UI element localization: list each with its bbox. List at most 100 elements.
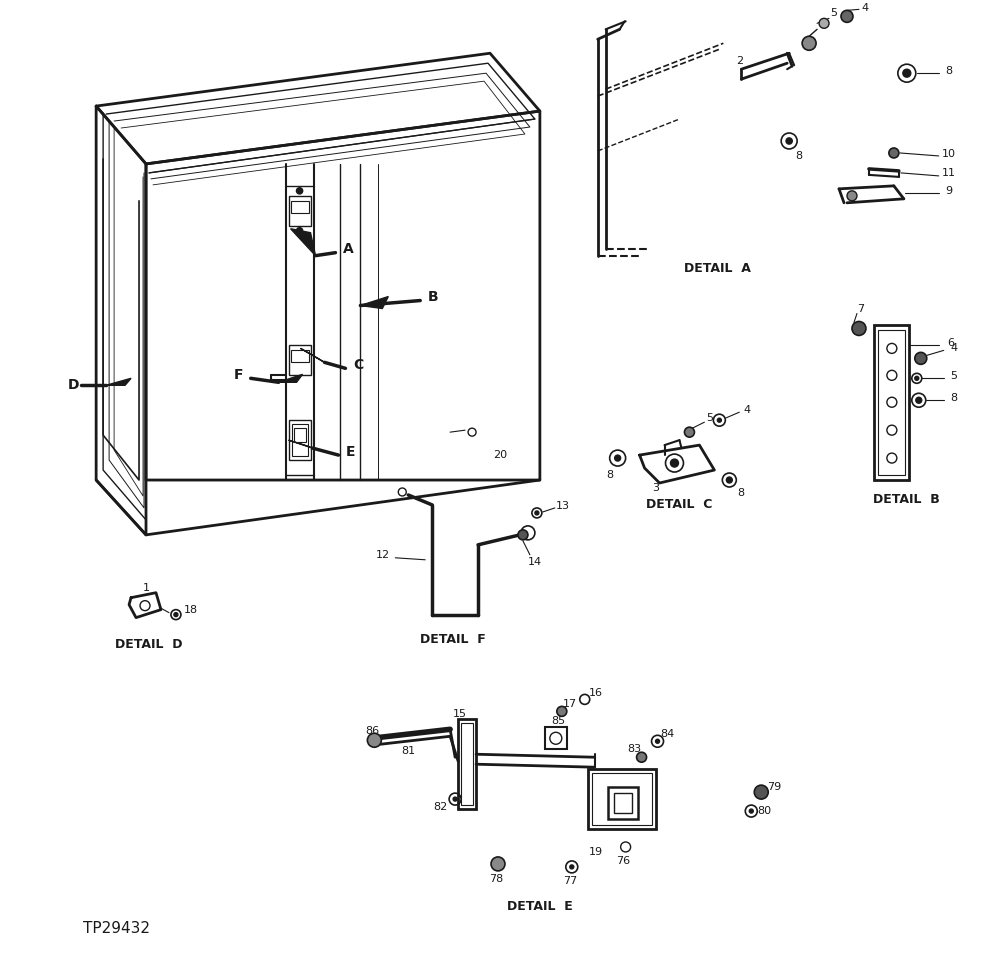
Text: D: D [67, 379, 79, 392]
Text: 78: 78 [489, 874, 503, 884]
Text: 13: 13 [556, 501, 569, 511]
Circle shape [915, 377, 919, 381]
Circle shape [717, 419, 721, 422]
Text: 8: 8 [950, 393, 957, 403]
Circle shape [915, 352, 927, 364]
Circle shape [518, 530, 528, 540]
Text: DETAIL  A: DETAIL A [683, 262, 751, 275]
Circle shape [819, 18, 829, 28]
Circle shape [174, 613, 178, 617]
Text: 8: 8 [606, 470, 613, 480]
Bar [289, 420, 310, 460]
Circle shape [656, 739, 660, 743]
Polygon shape [106, 379, 131, 385]
Circle shape [615, 455, 621, 461]
Bar [289, 196, 310, 225]
Text: 9: 9 [945, 185, 952, 196]
Text: 1: 1 [143, 583, 150, 592]
Text: 8: 8 [945, 66, 952, 76]
Text: 4: 4 [744, 405, 751, 416]
Circle shape [491, 857, 505, 871]
Text: 5: 5 [706, 414, 713, 423]
Bar [294, 428, 306, 442]
Bar [608, 787, 638, 820]
Text: 12: 12 [376, 550, 391, 560]
Bar [458, 720, 476, 809]
Text: E: E [345, 445, 355, 459]
Bar [874, 325, 909, 480]
Bar [614, 793, 632, 813]
Circle shape [847, 191, 857, 201]
Text: 18: 18 [184, 605, 198, 615]
Text: 19: 19 [588, 847, 603, 857]
Circle shape [569, 865, 573, 869]
Text: A: A [343, 242, 354, 255]
Polygon shape [360, 296, 388, 309]
Text: 8: 8 [738, 488, 745, 498]
Polygon shape [301, 349, 324, 362]
Text: 3: 3 [652, 483, 659, 493]
Text: 5: 5 [830, 9, 837, 18]
Bar [461, 723, 473, 805]
Text: 2: 2 [736, 56, 743, 66]
Bar [289, 346, 310, 376]
Text: DETAIL  C: DETAIL C [646, 498, 712, 512]
Text: DETAIL  B: DETAIL B [873, 493, 940, 507]
Circle shape [749, 809, 753, 813]
Bar [292, 424, 308, 456]
Bar [587, 769, 656, 829]
Text: 5: 5 [950, 371, 957, 382]
Text: DETAIL  D: DETAIL D [115, 638, 183, 651]
Text: 17: 17 [562, 699, 577, 710]
Text: 16: 16 [588, 688, 603, 698]
Text: 10: 10 [941, 149, 955, 159]
Circle shape [367, 733, 381, 748]
Circle shape [684, 427, 694, 437]
Text: 20: 20 [493, 451, 507, 460]
Circle shape [841, 11, 853, 22]
Polygon shape [279, 374, 303, 383]
Text: 82: 82 [434, 802, 447, 812]
Text: 15: 15 [453, 710, 467, 720]
Circle shape [535, 511, 539, 515]
Text: 83: 83 [628, 744, 642, 754]
Text: 7: 7 [857, 304, 864, 314]
Bar [545, 727, 566, 750]
Text: 11: 11 [941, 168, 955, 178]
Text: 77: 77 [562, 876, 577, 886]
Circle shape [889, 148, 899, 158]
Text: 86: 86 [365, 726, 379, 736]
Circle shape [453, 797, 457, 801]
Text: 4: 4 [950, 344, 957, 353]
Text: F: F [234, 368, 243, 383]
Text: 79: 79 [767, 782, 782, 792]
Bar [878, 330, 905, 475]
Text: 6: 6 [947, 339, 954, 349]
Bar [291, 351, 309, 362]
Circle shape [297, 187, 303, 194]
Circle shape [787, 138, 793, 144]
Text: DETAIL  F: DETAIL F [421, 633, 486, 646]
Text: DETAIL  E: DETAIL E [507, 900, 572, 914]
Polygon shape [291, 229, 315, 255]
Text: 85: 85 [551, 717, 564, 726]
Circle shape [903, 69, 911, 77]
Circle shape [916, 397, 922, 403]
Text: 14: 14 [528, 556, 542, 567]
Circle shape [297, 228, 303, 234]
Bar [291, 201, 309, 213]
Circle shape [754, 786, 768, 799]
Bar [591, 773, 652, 825]
Circle shape [557, 706, 566, 717]
Text: B: B [428, 289, 438, 304]
Polygon shape [289, 440, 312, 448]
Text: 84: 84 [661, 729, 675, 739]
Text: 8: 8 [796, 151, 803, 161]
Circle shape [803, 36, 816, 50]
Circle shape [726, 477, 732, 483]
Text: 80: 80 [757, 806, 772, 816]
Text: C: C [353, 358, 363, 372]
Circle shape [852, 321, 866, 335]
Text: 4: 4 [861, 3, 869, 14]
Text: TP29432: TP29432 [83, 921, 150, 936]
